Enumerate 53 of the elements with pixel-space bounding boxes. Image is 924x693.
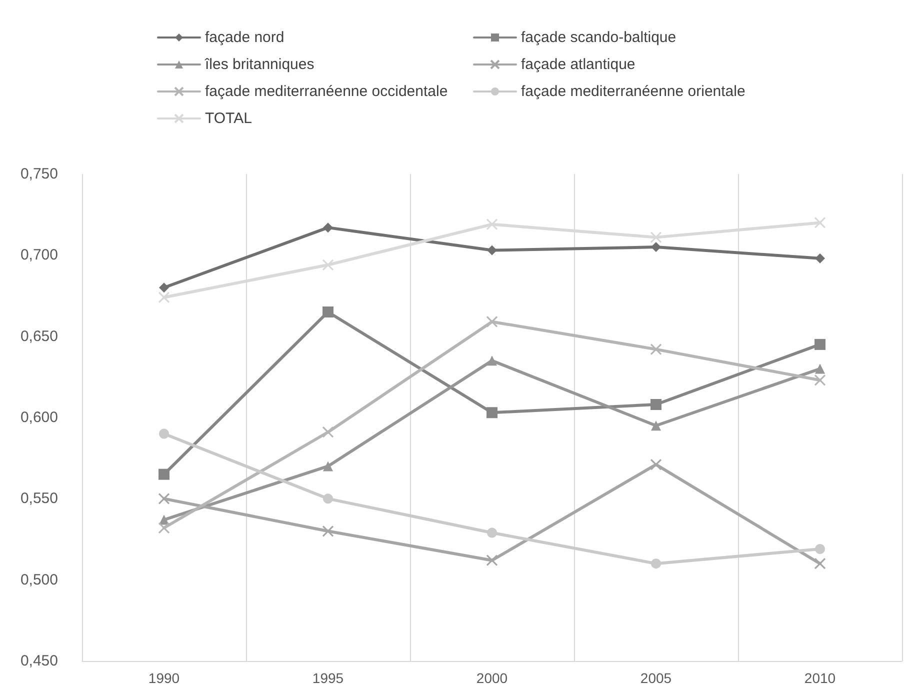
point [651, 558, 661, 569]
point [650, 232, 662, 244]
point [159, 282, 169, 293]
point [814, 558, 826, 570]
point [486, 554, 498, 566]
point [487, 245, 497, 256]
point [322, 259, 334, 271]
y-tick-label: 0,550 [20, 490, 58, 508]
point [323, 222, 333, 233]
legend-label: TOTAL [205, 110, 252, 127]
point [815, 253, 825, 264]
point [486, 407, 498, 418]
point [159, 428, 169, 439]
point [158, 292, 170, 304]
point [487, 356, 497, 366]
point [650, 399, 662, 410]
legend-label: façade atlantique [521, 56, 636, 73]
point [650, 344, 662, 356]
point [486, 218, 498, 230]
point [814, 374, 826, 386]
point [487, 528, 497, 538]
y-tick-label: 0,700 [20, 246, 58, 264]
x-tick-label: 1995 [312, 670, 344, 686]
point [158, 522, 170, 534]
x-tick-label: 2005 [640, 670, 672, 686]
point [486, 316, 498, 328]
point [323, 494, 333, 504]
legend-label: îles britanniques [204, 56, 314, 73]
point [814, 338, 826, 350]
legend-label: façade mediterranéenne occidentale [205, 83, 448, 100]
point [651, 420, 661, 431]
point [815, 364, 825, 374]
point [650, 458, 662, 470]
y-tick-label: 0,500 [20, 571, 58, 588]
point [651, 242, 661, 252]
legend-label: façade nord [205, 29, 284, 46]
y-tick-label: 0,650 [20, 328, 58, 345]
point [322, 306, 334, 318]
y-tick-label: 0,750 [20, 166, 58, 182]
point [323, 461, 333, 472]
x-tick-label: 1990 [148, 670, 180, 686]
x-tick-label: 2010 [804, 670, 836, 686]
legend-label: façade scando-baltique [521, 29, 676, 46]
legend-label: façade mediterranéenne orientale [521, 83, 746, 100]
point [322, 525, 334, 537]
point [322, 426, 334, 438]
point [158, 468, 170, 480]
point [815, 544, 825, 554]
point [158, 492, 170, 504]
point [814, 216, 826, 228]
y-tick-label: 0,450 [20, 652, 58, 670]
x-tick-label: 2000 [476, 670, 508, 686]
y-tick-label: 0,600 [20, 409, 58, 426]
